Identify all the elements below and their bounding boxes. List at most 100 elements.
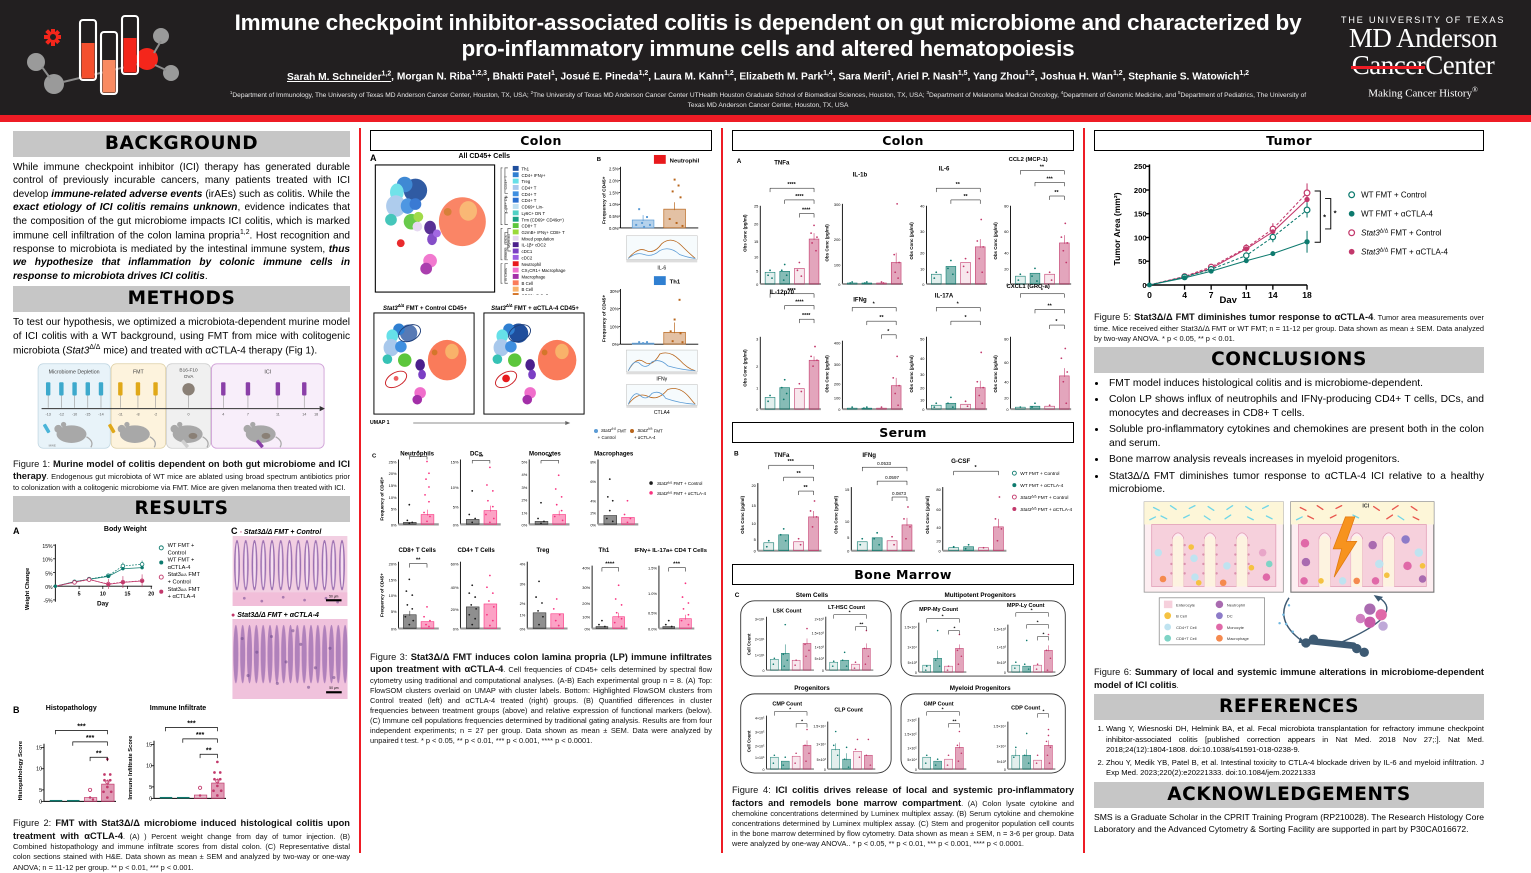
svg-text:5×10³: 5×10³ <box>815 657 825 661</box>
svg-text:G-CSF: G-CSF <box>951 458 970 465</box>
svg-text:30: 30 <box>920 229 925 234</box>
svg-text:0: 0 <box>838 407 841 412</box>
svg-text:200: 200 <box>1134 186 1147 195</box>
svg-text:IL-6: IL-6 <box>657 265 666 271</box>
svg-text:0: 0 <box>822 669 824 673</box>
svg-text:1×10⁵: 1×10⁵ <box>907 746 917 750</box>
svg-text:αCTLA-4: αCTLA-4 <box>168 565 191 571</box>
poster-header: Immune checkpoint inhibitor-associated c… <box>0 0 1531 122</box>
svg-text:WT FMT + αCTLA-4: WT FMT + αCTLA-4 <box>1020 483 1063 489</box>
svg-text:Stat3Δ/Δ FMT: Stat3Δ/Δ FMT <box>168 587 201 593</box>
svg-text:15%: 15% <box>42 544 53 550</box>
svg-text:CCL2 (MCP-1): CCL2 (MCP-1) <box>1009 157 1048 163</box>
svg-text:C: C <box>735 592 740 599</box>
svg-text:4%: 4% <box>520 561 526 566</box>
list-item: Bone marrow analysis reveals increases i… <box>1107 453 1484 467</box>
svg-text:CD8+ DN: CD8+ DN <box>503 195 508 212</box>
svg-text:5%: 5% <box>522 459 528 464</box>
svg-text:*: * <box>1323 212 1326 221</box>
svg-text:14: 14 <box>302 412 306 416</box>
svg-text:15%: 15% <box>451 459 459 464</box>
svg-text:15: 15 <box>845 487 850 492</box>
svg-text:2: 2 <box>756 364 758 369</box>
svg-text:1.5%: 1.5% <box>609 190 619 195</box>
svg-text:10%: 10% <box>389 593 397 598</box>
svg-text:1: 1 <box>756 386 758 391</box>
svg-text:1.5%: 1.5% <box>648 565 657 570</box>
svg-text:2×10⁵: 2×10⁵ <box>907 719 917 723</box>
svg-text:5×10³: 5×10³ <box>997 760 1007 764</box>
logo-tagline: Making Cancer History® <box>1368 85 1478 100</box>
svg-text:10: 10 <box>920 266 925 271</box>
svg-text:CD4+ T: CD4+ T <box>522 185 537 190</box>
svg-text:5: 5 <box>754 537 757 542</box>
svg-text:40%: 40% <box>451 585 459 590</box>
svg-text:0: 0 <box>756 282 759 287</box>
svg-text:**: ** <box>1054 190 1059 196</box>
panel-colon-flow: Colon <box>370 130 712 151</box>
svg-text:Obs Conc (pg/ml): Obs Conc (pg/ml) <box>925 495 930 533</box>
svg-text:2%: 2% <box>520 601 526 606</box>
svg-text:3%: 3% <box>522 485 528 490</box>
svg-text:**: ** <box>548 454 553 460</box>
svg-text:0.0597: 0.0597 <box>885 475 899 480</box>
logo-mdanderson: MD Anderson <box>1349 25 1497 51</box>
svg-text:15%: 15% <box>389 483 397 488</box>
svg-text:20: 20 <box>1004 266 1009 271</box>
svg-text:10: 10 <box>36 767 42 773</box>
svg-text:CD8+ T Cells: CD8+ T Cells <box>399 547 437 554</box>
svg-text:Tumor Area (mm²): Tumor Area (mm²) <box>1112 192 1122 265</box>
svg-text:0.0533: 0.0533 <box>877 461 891 466</box>
svg-text:200: 200 <box>834 382 841 387</box>
svg-text:IL-1b: IL-1b <box>853 172 868 178</box>
figure1-timeline: Microbiome Depletion FMT B16-F10 OVA ICI <box>13 362 350 455</box>
svg-text:1×10³: 1×10³ <box>997 645 1007 649</box>
svg-text:25: 25 <box>754 204 759 209</box>
svg-text:CD69+ Lin-: CD69+ Lin- <box>522 205 544 210</box>
svg-text:IL-1β+ cDC2: IL-1β+ cDC2 <box>522 243 547 248</box>
svg-text:0%: 0% <box>453 626 459 631</box>
list-item: Zhou Y, Medik YB, Patel B, et al. Intest… <box>1106 758 1484 779</box>
svg-text:WT FMT + Control: WT FMT + Control <box>1020 471 1059 477</box>
svg-text:**: ** <box>860 622 864 628</box>
svg-text:10%: 10% <box>451 485 459 490</box>
svg-text:**: ** <box>879 315 884 321</box>
svg-text:LT-HSC Count: LT-HSC Count <box>828 605 865 611</box>
colon-lp-population-charts: C Neutrophils Frequency of CD45+ 25%20%1… <box>370 444 712 649</box>
affiliations: 1Department of Immunology, The Universit… <box>225 90 1311 110</box>
svg-text:60: 60 <box>1004 229 1009 234</box>
svg-text:Cell Count: Cell Count <box>747 633 752 655</box>
svg-text:5: 5 <box>756 268 759 273</box>
svg-text:0: 0 <box>762 669 764 673</box>
svg-text:1.5×10⁵: 1.5×10⁵ <box>904 732 917 736</box>
svg-text:0: 0 <box>1004 671 1006 675</box>
svg-text:60%: 60% <box>451 561 459 566</box>
svg-text:4: 4 <box>1182 290 1187 300</box>
svg-text:IL-6: IL-6 <box>939 167 950 173</box>
figure6-caption: Figure 6: Summary of local and systemic … <box>1094 666 1484 691</box>
svg-text:0%: 0% <box>520 626 526 631</box>
conclusions-list: FMT model induces histological colitis a… <box>1094 377 1484 497</box>
svg-text:**: ** <box>1048 303 1053 309</box>
svg-text:Macs: Macs <box>503 249 508 259</box>
svg-text:0: 0 <box>922 407 925 412</box>
svg-text:20%: 20% <box>389 561 397 566</box>
svg-text:4%: 4% <box>522 472 528 477</box>
svg-text:-8: -8 <box>136 412 139 416</box>
svg-text:Stat3Δ/Δ FMT + αCTLA-4: Stat3Δ/Δ FMT + αCTLA-4 <box>657 490 707 496</box>
svg-text:1×10⁵: 1×10⁵ <box>755 756 765 760</box>
svg-text:FMT: FMT <box>133 369 145 375</box>
svg-text:300: 300 <box>834 202 841 207</box>
svg-text:IFNγ: IFNγ <box>656 377 667 383</box>
panel-bone-marrow: Bone Marrow <box>732 564 1074 585</box>
svg-text:CMP Count: CMP Count <box>772 702 802 708</box>
svg-text:Neutrophil: Neutrophil <box>670 158 700 164</box>
svg-text:IFNg: IFNg <box>853 298 867 304</box>
svg-text:0%: 0% <box>522 522 528 527</box>
svg-text:15: 15 <box>125 591 131 597</box>
svg-text:Enterocyte: Enterocyte <box>1176 602 1196 607</box>
svg-text:-13: -13 <box>46 412 51 416</box>
svg-text:cDC2: cDC2 <box>522 255 533 260</box>
svg-text:CD4+ T: CD4+ T <box>522 192 537 197</box>
